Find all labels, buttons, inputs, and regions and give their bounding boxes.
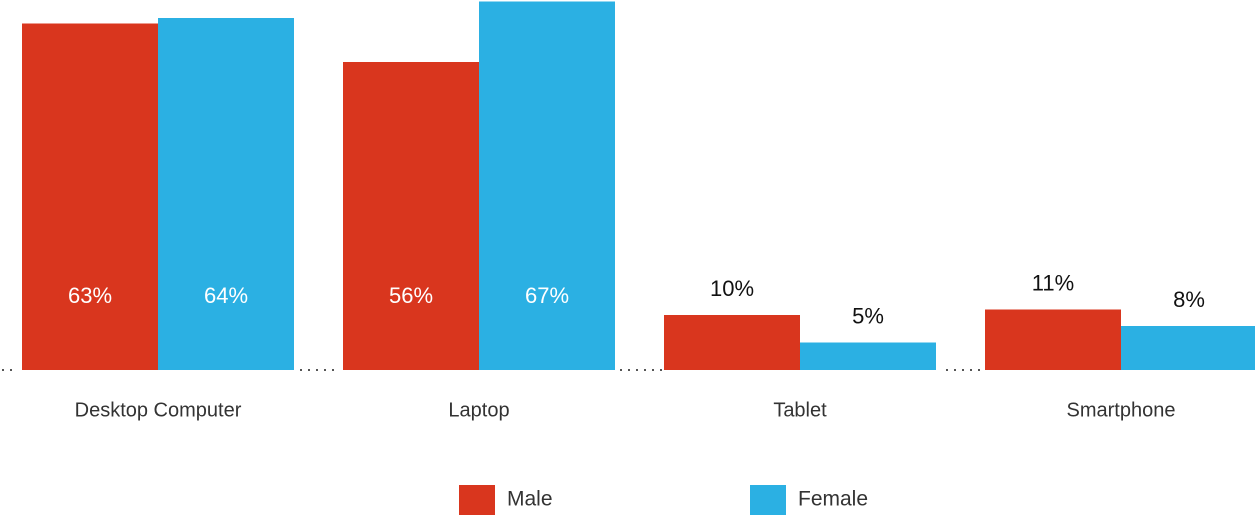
value-label: 11% <box>1032 270 1074 295</box>
value-label: 63% <box>68 283 112 308</box>
bar <box>664 315 800 370</box>
bar <box>479 1 615 370</box>
value-label: 5% <box>852 303 884 328</box>
legend-label: Female <box>798 488 868 511</box>
category-label: Desktop Computer <box>75 399 242 421</box>
category-label: Laptop <box>448 399 509 421</box>
value-label: 8% <box>1173 287 1205 312</box>
value-label: 10% <box>710 276 754 301</box>
category-label: Tablet <box>773 399 827 421</box>
category-label: Smartphone <box>1067 399 1176 421</box>
bar <box>22 23 158 370</box>
legend-swatch <box>459 485 495 515</box>
legend-swatch <box>750 485 786 515</box>
value-label: 64% <box>204 283 248 308</box>
value-label: 67% <box>525 283 569 308</box>
bar <box>800 342 936 370</box>
bar <box>1121 326 1255 370</box>
bar <box>985 309 1121 370</box>
value-label: 56% <box>389 283 433 308</box>
bar <box>343 62 479 370</box>
bar <box>158 18 294 370</box>
legend-label: Male <box>507 488 553 511</box>
